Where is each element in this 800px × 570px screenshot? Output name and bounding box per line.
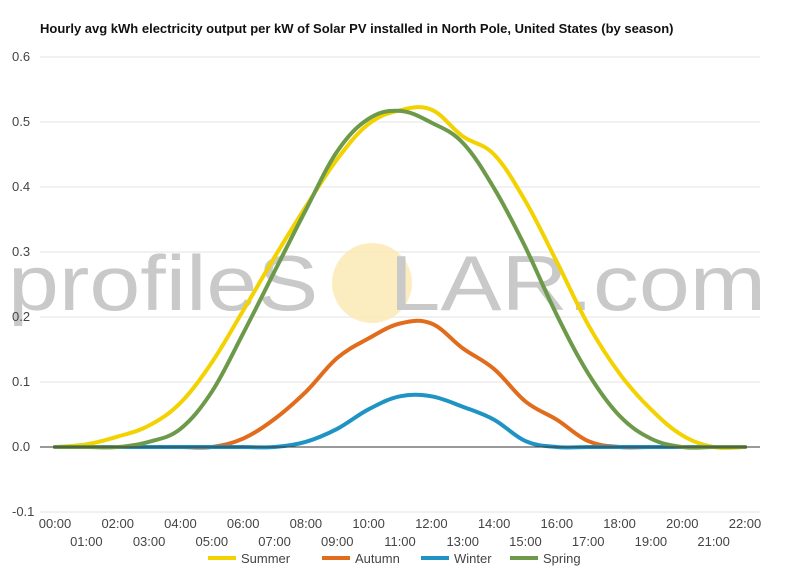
legend-label-winter: Winter [454, 551, 492, 566]
x-tick-label-11: 11:00 [384, 534, 416, 549]
x-tick-label-2: 02:00 [101, 516, 134, 531]
x-tick-label-12: 12:00 [415, 516, 448, 531]
x-tick-label-13: 13:00 [446, 534, 479, 549]
x-tick-label-20: 20:00 [666, 516, 699, 531]
legend-label-autumn: Autumn [355, 551, 400, 566]
y-axis: 0.6 0.5 0.4 0.3 0.2 0.1 0.0 -0.1 [12, 49, 760, 519]
watermark-part-2: S [257, 239, 318, 327]
legend: Summer Autumn Winter Spring [208, 551, 581, 566]
chart-title: Hourly avg kWh electricity output per kW… [40, 21, 674, 36]
x-tick-label-9: 09:00 [321, 534, 354, 549]
y-tick-label-5: 0.1 [12, 374, 30, 389]
legend-label-summer: Summer [241, 551, 291, 566]
y-tick-label-0: 0.6 [12, 49, 30, 64]
y-tick-label-1: 0.5 [12, 114, 30, 129]
watermark-part-1: profile [8, 239, 257, 327]
x-tick-label-22: 22:00 [729, 516, 762, 531]
x-tick-label-6: 06:00 [227, 516, 260, 531]
x-tick-label-8: 08:00 [290, 516, 323, 531]
watermark: profileSOLAR.com [8, 239, 766, 327]
x-tick-label-0: 00:00 [39, 516, 72, 531]
watermark-text: profileSOLAR.com [8, 239, 766, 327]
y-tick-label-4: 0.2 [12, 309, 30, 324]
x-tick-label-4: 04:00 [164, 516, 197, 531]
watermark-part-4: LAR.com [390, 239, 766, 327]
x-tick-label-18: 18:00 [603, 516, 636, 531]
series-line-autumn [53, 318, 747, 450]
x-axis: 00:00 01:00 02:00 03:00 04:00 05:00 06:00 07:00… [39, 516, 762, 549]
x-tick-label-15: 15:00 [509, 534, 542, 549]
x-tick-label-10: 10:00 [352, 516, 385, 531]
x-tick-label-3: 03:00 [133, 534, 166, 549]
watermark-sun-icon [332, 243, 412, 323]
x-tick-label-17: 17:00 [572, 534, 605, 549]
x-tick-label-21: 21:00 [697, 534, 730, 549]
x-tick-label-16: 16:00 [541, 516, 574, 531]
y-tick-label-3: 0.3 [12, 244, 30, 259]
series-line-spring [53, 108, 747, 450]
x-tick-label-5: 05:00 [196, 534, 229, 549]
y-tick-label-2: 0.4 [12, 179, 30, 194]
legend-label-spring: Spring [543, 551, 581, 566]
y-tick-label-7: -0.1 [12, 504, 34, 519]
y-tick-label-6: 0.0 [12, 439, 30, 454]
x-tick-label-14: 14:00 [478, 516, 511, 531]
x-tick-label-1: 01:00 [70, 534, 103, 549]
x-tick-label-7: 07:00 [258, 534, 291, 549]
x-tick-label-19: 19:00 [635, 534, 668, 549]
grid [40, 56, 760, 513]
